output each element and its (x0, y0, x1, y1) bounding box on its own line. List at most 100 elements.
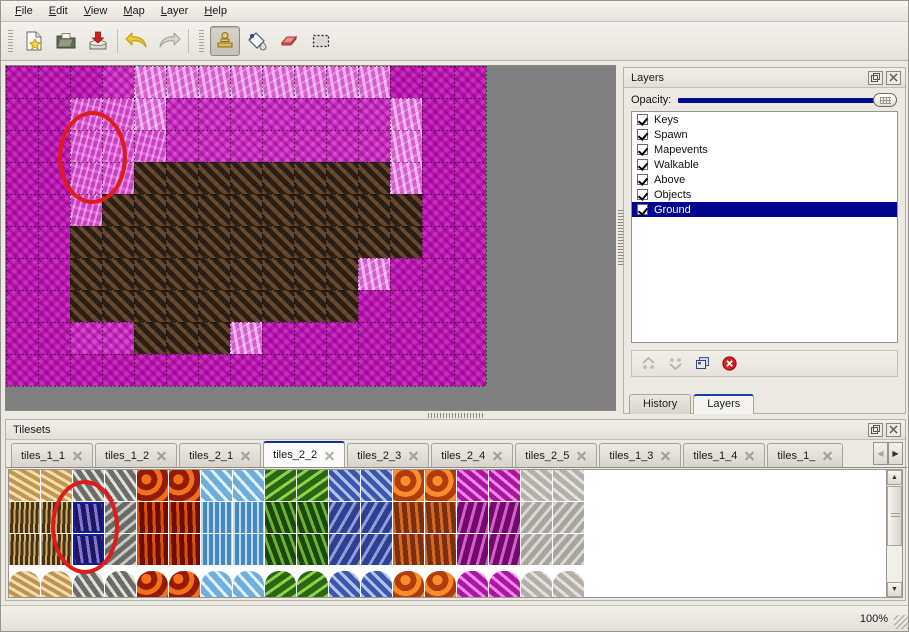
eraser-tool-button[interactable] (274, 26, 304, 56)
redo-button[interactable] (154, 26, 184, 56)
map-tile[interactable] (134, 194, 166, 226)
map-tile[interactable] (326, 322, 358, 354)
map-tile[interactable] (326, 66, 358, 98)
tileset-tile[interactable] (521, 470, 552, 501)
map-tile[interactable] (166, 290, 198, 322)
tileset-tile[interactable] (553, 534, 584, 565)
tileset-grid[interactable] (9, 470, 888, 597)
tileset-tile[interactable] (425, 571, 456, 597)
map-tile[interactable] (294, 290, 326, 322)
map-tile[interactable] (70, 66, 102, 98)
map-tile[interactable] (198, 258, 230, 290)
tileset-scroll-left-button[interactable]: ◀ (873, 442, 888, 465)
scrollbar-thumb[interactable] (887, 486, 902, 546)
map-tile[interactable] (262, 354, 294, 386)
map-tile[interactable] (230, 98, 262, 130)
tileset-tile[interactable] (393, 534, 424, 565)
tileset-tile[interactable] (73, 470, 104, 501)
tileset-tab-tiles_2_1[interactable]: tiles_2_1 (179, 443, 262, 467)
map-tile[interactable] (326, 130, 358, 162)
move-layer-down-button[interactable] (665, 353, 686, 374)
map-tile[interactable] (134, 354, 166, 386)
map-tile[interactable] (230, 258, 262, 290)
map-tile[interactable] (262, 162, 294, 194)
map-tile[interactable] (390, 226, 422, 258)
layer-visibility-checkbox[interactable] (637, 204, 648, 215)
map-tile[interactable] (6, 226, 38, 258)
map-tile[interactable] (230, 322, 262, 354)
map-tile[interactable] (70, 130, 102, 162)
tileset-tab-close-icon[interactable] (324, 450, 335, 461)
menu-help[interactable]: Help (204, 5, 227, 17)
map-tile[interactable] (422, 66, 454, 98)
tileset-tile[interactable] (105, 571, 136, 597)
opacity-slider[interactable] (678, 93, 897, 107)
tileset-tile[interactable] (265, 571, 296, 597)
map-tile[interactable] (102, 258, 134, 290)
tileset-tile[interactable] (457, 571, 488, 597)
map-tile[interactable] (70, 226, 102, 258)
tileset-tile[interactable] (425, 502, 456, 533)
map-tile[interactable] (262, 98, 294, 130)
tileset-tile[interactable] (233, 502, 264, 533)
map-tile[interactable] (358, 354, 390, 386)
map-tile[interactable] (422, 290, 454, 322)
close-icon[interactable] (886, 70, 901, 85)
tileset-tile[interactable] (105, 502, 136, 533)
tileset-tile[interactable] (521, 534, 552, 565)
map-tile[interactable] (6, 98, 38, 130)
tileset-tab-tiles_2_2[interactable]: tiles_2_2 (263, 441, 346, 467)
map-tile[interactable] (166, 322, 198, 354)
map-tile[interactable] (198, 162, 230, 194)
menu-layer[interactable]: Layer (160, 5, 189, 17)
tileset-tile[interactable] (361, 502, 392, 533)
map-tile[interactable] (326, 258, 358, 290)
map-tile[interactable] (294, 194, 326, 226)
map-tile[interactable] (230, 194, 262, 226)
tileset-tile[interactable] (233, 571, 264, 597)
map-tile[interactable] (38, 258, 70, 290)
map-tile[interactable] (358, 162, 390, 194)
map-tile[interactable] (102, 130, 134, 162)
dock-tab-layers[interactable]: Layers (693, 394, 755, 414)
tileset-tile[interactable] (201, 571, 232, 597)
map-tile[interactable] (454, 162, 486, 194)
tileset-tab-close-icon[interactable] (576, 450, 587, 461)
tileset-tile[interactable] (361, 534, 392, 565)
map-tile[interactable] (102, 98, 134, 130)
tileset-tile[interactable] (233, 470, 264, 501)
close-icon[interactable] (886, 422, 901, 437)
tileset-tile[interactable] (489, 534, 520, 565)
map-tile[interactable] (134, 258, 166, 290)
map-tile[interactable] (70, 162, 102, 194)
tileset-vertical-scrollbar[interactable]: ▲ ▼ (886, 469, 903, 598)
map-tile[interactable] (38, 194, 70, 226)
map-tile[interactable] (390, 290, 422, 322)
map-tile[interactable] (38, 354, 70, 386)
layer-row[interactable]: Spawn (632, 127, 897, 142)
tileset-tab-tiles_1_3[interactable]: tiles_1_3 (599, 443, 682, 467)
tileset-tile[interactable] (41, 571, 72, 597)
map-tile[interactable] (198, 226, 230, 258)
map-tile[interactable] (134, 322, 166, 354)
map-tile[interactable] (454, 194, 486, 226)
tileset-tile[interactable] (489, 502, 520, 533)
tileset-tile[interactable] (137, 470, 168, 501)
tileset-tile[interactable] (329, 470, 360, 501)
tileset-tab-close-icon[interactable] (492, 450, 503, 461)
toolbar-drag-handle[interactable] (6, 28, 15, 54)
undo-button[interactable] (122, 26, 152, 56)
map-tile[interactable] (6, 354, 38, 386)
map-canvas-dock[interactable] (5, 65, 618, 411)
map-tile[interactable] (102, 290, 134, 322)
tileset-tile[interactable] (489, 571, 520, 597)
map-tile[interactable] (134, 66, 166, 98)
map-tile[interactable] (166, 162, 198, 194)
layer-row[interactable]: Mapevents (632, 142, 897, 157)
select-tool-button[interactable] (306, 26, 336, 56)
tileset-tile[interactable] (105, 534, 136, 565)
tileset-tab-close-icon[interactable] (72, 450, 83, 461)
map-tile[interactable] (358, 226, 390, 258)
tileset-tile[interactable] (329, 534, 360, 565)
tileset-tile[interactable] (297, 470, 328, 501)
